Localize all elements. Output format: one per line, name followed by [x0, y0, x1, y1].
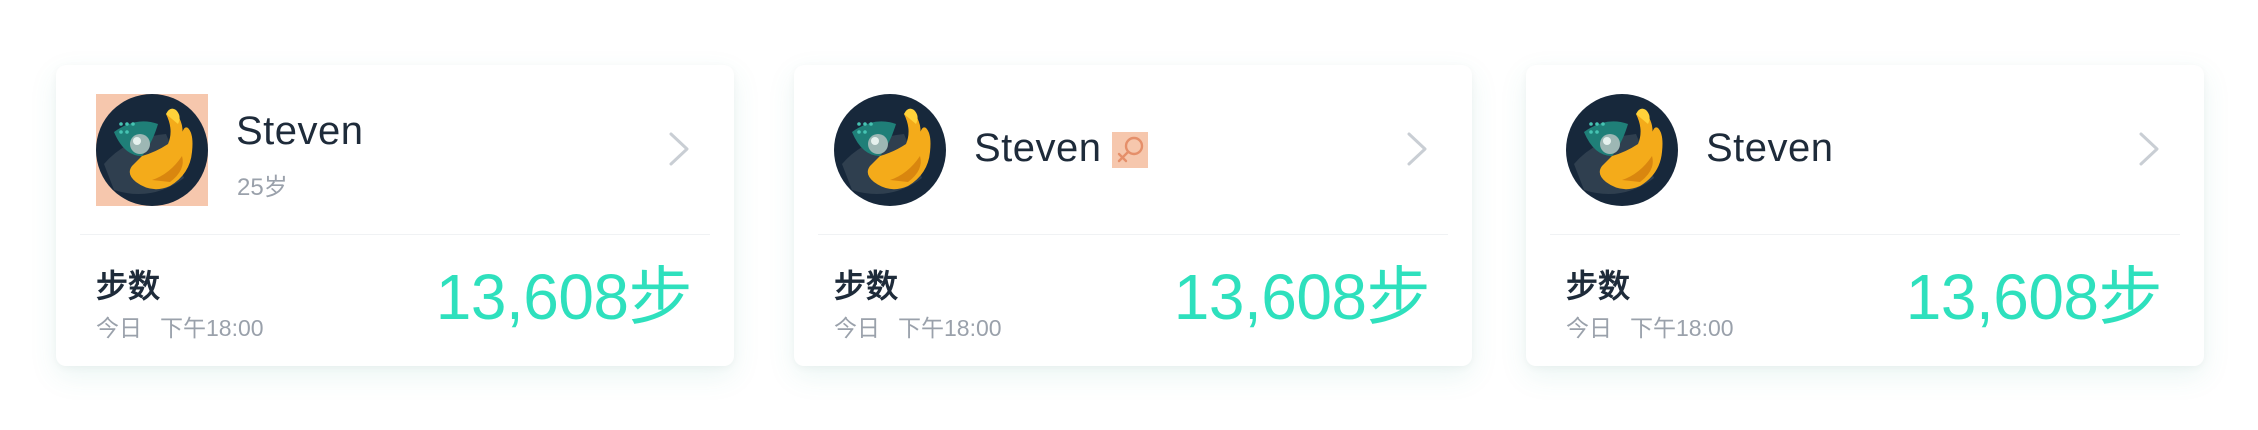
user-steps-card[interactable]: Steven 步数 今日 下午18:00 13,608步 [794, 65, 1472, 366]
user-steps-card[interactable]: Steven 25岁 步数 今日 下午18:00 13,608步 [56, 65, 734, 366]
user-header[interactable]: Steven [794, 65, 1472, 234]
steps-value: 13,608步 [1173, 261, 1431, 333]
divider [80, 234, 710, 235]
chevron-right-icon[interactable] [666, 129, 692, 169]
steps-label: 步数 [1566, 268, 1631, 304]
time-day: 今日 [1566, 315, 1612, 341]
time-clock: 下午18:00 [160, 315, 264, 341]
divider [1550, 234, 2180, 235]
steps-timestamp: 今日 下午18:00 [834, 309, 1002, 343]
time-clock: 下午18:00 [898, 315, 1002, 341]
user-age: 25岁 [237, 174, 288, 201]
avatar [96, 94, 208, 206]
user-name: Steven [1706, 126, 1834, 170]
steps-timestamp: 今日 下午18:00 [1566, 309, 1734, 343]
user-name: Steven [236, 109, 364, 153]
chevron-right-icon[interactable] [1404, 129, 1430, 169]
steps-timestamp: 今日 下午18:00 [96, 309, 264, 343]
avatar [1566, 94, 1678, 206]
user-steps-card[interactable]: Steven 步数 今日 下午18:00 13,608步 [1526, 65, 2204, 366]
time-clock: 下午18:00 [1630, 315, 1734, 341]
user-header[interactable]: Steven 25岁 [56, 65, 734, 234]
avatar [834, 94, 946, 206]
user-name: Steven [974, 126, 1102, 170]
user-header[interactable]: Steven [1526, 65, 2204, 234]
divider [818, 234, 1448, 235]
time-day: 今日 [96, 315, 142, 341]
avatar-image [834, 94, 946, 206]
female-icon [1112, 132, 1148, 168]
avatar-image [96, 94, 208, 206]
steps-value: 13,608步 [435, 261, 693, 333]
time-day: 今日 [834, 315, 880, 341]
steps-label: 步数 [834, 268, 899, 304]
steps-label: 步数 [96, 268, 161, 304]
avatar-image [1566, 94, 1678, 206]
steps-value: 13,608步 [1905, 261, 2163, 333]
chevron-right-icon[interactable] [2136, 129, 2162, 169]
